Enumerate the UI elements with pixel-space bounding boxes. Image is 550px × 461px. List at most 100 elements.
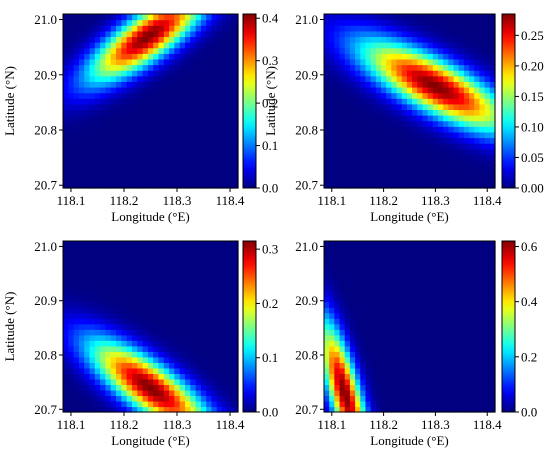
heatmap-cell bbox=[365, 126, 372, 133]
heatmap-cell bbox=[169, 36, 175, 43]
heatmap-cell bbox=[206, 329, 213, 336]
heatmap-cell bbox=[227, 165, 234, 172]
heatmap-cell bbox=[84, 81, 91, 88]
heatmap-cell bbox=[184, 126, 191, 133]
heatmap-cell bbox=[474, 171, 481, 178]
heatmap-cell bbox=[94, 64, 101, 71]
heatmap-cell bbox=[339, 148, 346, 155]
heatmap-cell bbox=[375, 340, 382, 347]
heatmap-cell bbox=[131, 131, 138, 139]
heatmap-cell bbox=[412, 296, 418, 303]
heatmap-cell bbox=[375, 182, 382, 189]
heatmap-cell bbox=[479, 257, 486, 264]
heatmap-cell bbox=[89, 36, 96, 43]
heatmap-cell bbox=[163, 137, 170, 144]
heatmap-cell bbox=[184, 47, 191, 54]
heatmap-cell bbox=[179, 70, 186, 77]
heatmap-cell bbox=[401, 171, 408, 178]
heatmap-cell bbox=[89, 171, 96, 178]
heatmap-cell bbox=[443, 378, 449, 386]
heatmap-cell bbox=[163, 64, 170, 71]
heatmap-cell bbox=[147, 171, 154, 178]
heatmap-cell bbox=[153, 340, 160, 347]
heatmap-cell bbox=[339, 318, 346, 325]
heatmap-cell bbox=[174, 274, 181, 281]
heatmap-cell bbox=[355, 143, 361, 150]
heatmap-cell bbox=[339, 14, 346, 21]
heatmap-cell bbox=[422, 296, 429, 303]
heatmap-cell bbox=[73, 312, 80, 319]
heatmap-cell bbox=[469, 165, 475, 172]
heatmap-cell bbox=[448, 318, 455, 325]
heatmap-cell bbox=[427, 19, 434, 26]
heatmap-cell bbox=[137, 241, 144, 248]
heatmap-cell bbox=[412, 312, 418, 319]
heatmap-cell bbox=[406, 120, 413, 127]
heatmap-cell bbox=[89, 131, 96, 139]
heatmap-cell bbox=[417, 75, 424, 82]
heatmap-cell bbox=[396, 246, 403, 253]
heatmap-cell bbox=[116, 285, 122, 292]
heatmap-cell bbox=[68, 81, 75, 88]
heatmap-cell bbox=[489, 36, 496, 43]
heatmap-cell bbox=[137, 389, 144, 397]
heatmap-cell bbox=[68, 103, 75, 111]
heatmap-cell bbox=[401, 373, 408, 380]
heatmap-cell bbox=[432, 137, 439, 144]
heatmap-cell bbox=[131, 148, 138, 155]
heatmap-cell bbox=[391, 25, 398, 32]
heatmap-cell bbox=[427, 30, 434, 38]
heatmap-cell bbox=[349, 378, 356, 386]
heatmap-cell bbox=[489, 19, 496, 26]
heatmap-cell bbox=[489, 268, 496, 275]
heatmap-cell bbox=[227, 252, 234, 259]
heatmap-cell bbox=[227, 285, 234, 292]
heatmap-cell bbox=[126, 115, 133, 122]
heatmap-cell bbox=[68, 70, 75, 77]
heatmap-cell bbox=[370, 92, 377, 99]
heatmap-cell bbox=[63, 176, 69, 183]
heatmap-cell bbox=[427, 47, 434, 54]
heatmap-cell bbox=[474, 19, 481, 26]
heatmap-cell bbox=[195, 159, 202, 167]
heatmap-cell bbox=[453, 400, 460, 408]
heatmap-cell bbox=[184, 115, 191, 122]
heatmap-cell bbox=[432, 159, 439, 167]
heatmap-cell bbox=[401, 86, 408, 94]
heatmap-cell bbox=[131, 389, 138, 397]
heatmap-cell bbox=[78, 395, 85, 402]
heatmap-cell bbox=[94, 115, 101, 122]
heatmap-cell bbox=[427, 36, 434, 43]
heatmap-cell bbox=[222, 47, 228, 54]
heatmap-cell bbox=[391, 268, 398, 275]
heatmap-cell bbox=[344, 301, 351, 308]
heatmap-cell bbox=[137, 42, 144, 49]
heatmap-cell bbox=[116, 345, 122, 352]
heatmap-cell bbox=[190, 356, 197, 363]
heatmap-cell bbox=[479, 19, 486, 26]
heatmap-cell bbox=[401, 257, 408, 264]
heatmap-cell bbox=[89, 148, 96, 155]
heatmap-cell bbox=[427, 176, 434, 183]
heatmap-cell bbox=[324, 307, 330, 314]
heatmap-cell bbox=[484, 53, 491, 60]
heatmap-cell bbox=[211, 285, 218, 292]
heatmap-cell bbox=[222, 86, 228, 94]
heatmap-cell bbox=[355, 53, 361, 60]
heatmap-cell bbox=[349, 19, 356, 26]
heatmap-cell bbox=[344, 263, 351, 270]
heatmap-cell bbox=[463, 373, 470, 380]
heatmap-cell bbox=[131, 53, 138, 60]
heatmap-cell bbox=[417, 378, 424, 386]
heatmap-cell bbox=[121, 103, 128, 111]
heatmap-cell bbox=[216, 290, 223, 297]
heatmap-cell bbox=[126, 148, 133, 155]
heatmap-cell bbox=[406, 19, 413, 26]
heatmap-cell bbox=[174, 36, 181, 43]
heatmap-cell bbox=[412, 241, 418, 248]
heatmap-cell bbox=[105, 47, 112, 54]
heatmap-cell bbox=[232, 137, 239, 144]
heatmap-cell bbox=[147, 340, 154, 347]
heatmap-cell bbox=[349, 103, 356, 111]
heatmap-cell bbox=[137, 120, 144, 127]
